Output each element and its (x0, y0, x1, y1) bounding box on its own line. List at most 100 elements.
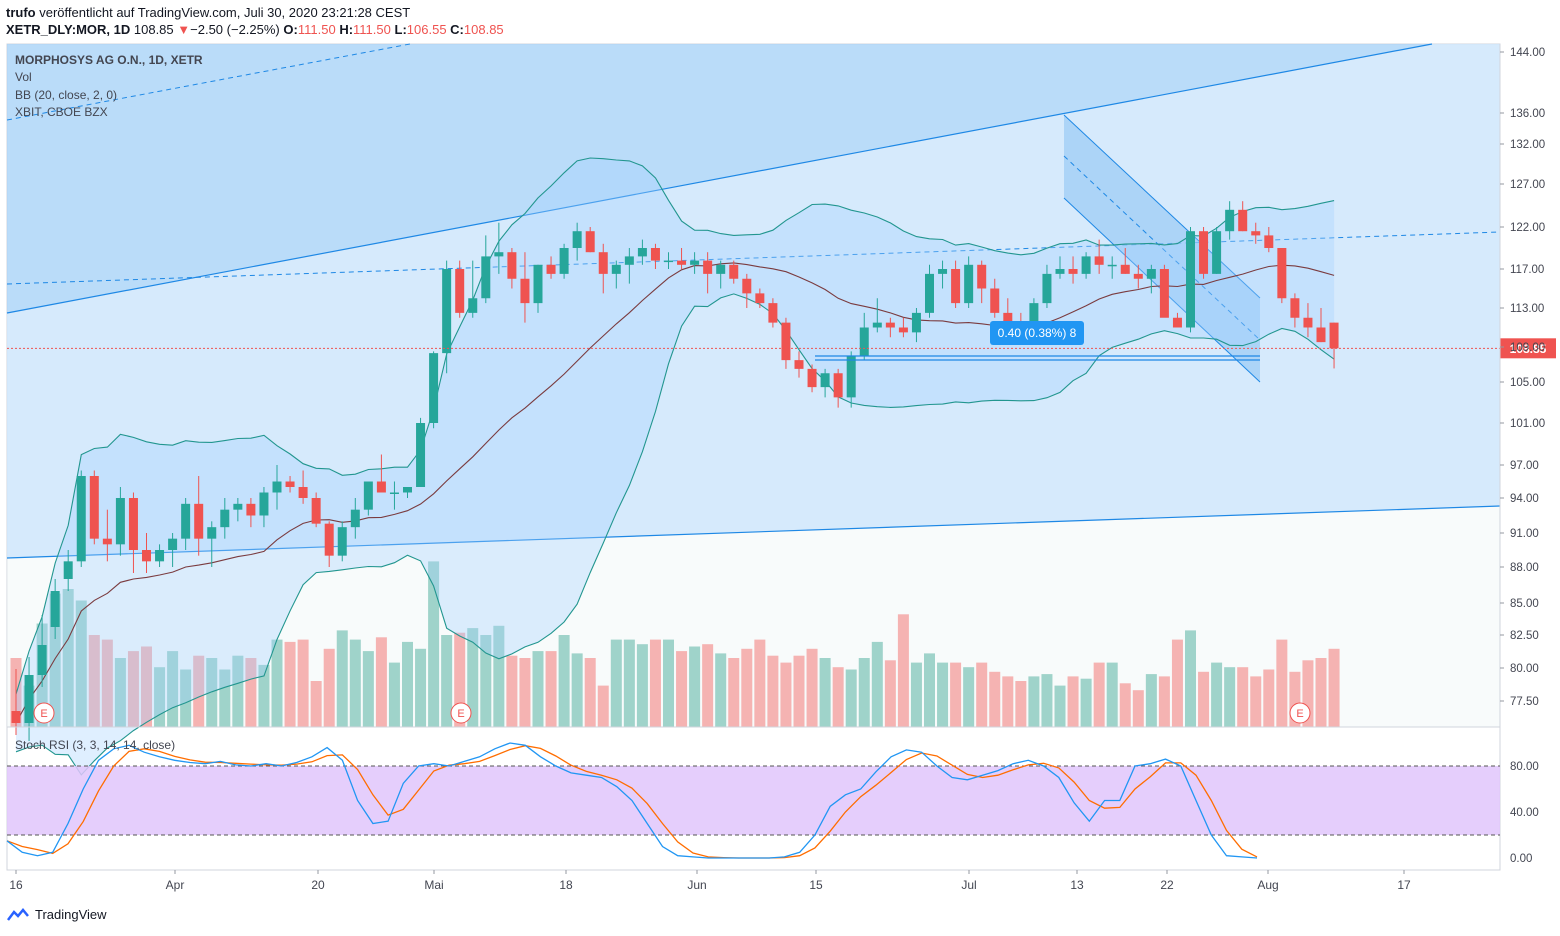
volume-bar (180, 669, 192, 727)
candle (690, 252, 700, 274)
candle-body (115, 498, 125, 545)
candle (350, 498, 360, 539)
stoch-tick-label: 0.00 (1510, 853, 1532, 865)
candle-body (990, 288, 1000, 313)
change-value: −2.50 (−2.25%) (190, 22, 280, 37)
candle (259, 487, 269, 528)
candle-body (350, 509, 360, 528)
candle-body (1172, 317, 1182, 328)
candle (729, 260, 739, 284)
candle (977, 260, 987, 304)
volume-bar (571, 653, 583, 727)
bollinger-lower (15, 293, 1335, 776)
volume-bar (206, 658, 218, 727)
candle (63, 550, 73, 591)
candle-body (376, 481, 386, 493)
volume-bar (1041, 674, 1053, 727)
candle-body (911, 312, 921, 333)
stoch-k-line (6, 742, 1258, 859)
open-value: 111.50 (297, 22, 336, 37)
price-tick-label: 88.00 (1510, 562, 1539, 574)
volume-bar (924, 653, 935, 727)
volume-bar (597, 685, 609, 727)
candle (1290, 293, 1300, 328)
candle (1107, 256, 1117, 279)
volume-bar (1054, 685, 1066, 727)
candle (1303, 303, 1313, 338)
price-tick-label: 113.00 (1510, 303, 1544, 315)
candle (233, 498, 243, 522)
candle (298, 470, 308, 504)
volume-bar (127, 651, 139, 727)
candle (964, 256, 974, 308)
stoch-band (7, 766, 1500, 835)
down-channel-fill (1064, 115, 1260, 382)
legend-volume[interactable]: Vol (15, 70, 32, 84)
candle-body (585, 231, 595, 253)
candle-body (507, 252, 517, 279)
bollinger-basis (15, 262, 1335, 724)
time-tick-label: 20 (311, 878, 325, 892)
candle (846, 351, 856, 408)
candle-body (181, 503, 191, 539)
candle-body (1120, 264, 1130, 274)
volume-bar (336, 630, 348, 727)
candle-body (1277, 248, 1287, 299)
symbol[interactable]: XETR_DLY:MOR, 1D (6, 22, 131, 37)
candle (833, 368, 843, 408)
close-label: C: (450, 22, 464, 37)
legend-bollinger[interactable]: BB (20, close, 2, 0) (15, 88, 118, 102)
price-tick-label: 127.00 (1510, 179, 1545, 191)
volume-bar (480, 635, 492, 727)
candle (781, 317, 791, 369)
volume-bar (793, 655, 805, 727)
candle-body (1068, 269, 1078, 274)
candle-body (768, 303, 778, 323)
volume-bar (1328, 648, 1340, 727)
volume-bar (1158, 676, 1170, 727)
volume-bar (1276, 639, 1288, 727)
candle (142, 533, 151, 573)
volume-bar (767, 655, 779, 727)
candle (859, 312, 869, 361)
candle-body (546, 264, 556, 274)
volume-bar (1106, 662, 1118, 727)
volume-bar (415, 648, 427, 727)
tradingview-brand[interactable]: TradingView (7, 907, 107, 922)
author[interactable]: trufo (6, 5, 36, 20)
candle (442, 260, 452, 374)
brand-label: TradingView (35, 907, 107, 922)
candle (872, 298, 882, 333)
candle (559, 243, 569, 279)
volume-bar (584, 658, 596, 727)
legend-compare[interactable]: XBIT, CBOE BZX (15, 105, 108, 119)
low-value: 106.55 (406, 22, 447, 37)
volume-bar (558, 635, 570, 727)
candle (168, 533, 178, 567)
candle-body (885, 322, 895, 328)
volume-bar (897, 614, 909, 727)
volume-bar (154, 667, 166, 727)
candle-body (233, 503, 243, 510)
candle-body (755, 293, 765, 304)
candle-body (1055, 269, 1065, 274)
legend-stoch-rsi[interactable]: Stoch RSI (3, 3, 14, 14, close) (15, 738, 176, 752)
candle-body (637, 248, 647, 257)
candle (76, 470, 86, 567)
candle-body (1133, 273, 1143, 279)
candle (324, 521, 334, 567)
volume-bar (1145, 674, 1157, 727)
candle (1159, 264, 1169, 318)
candle-body (650, 248, 660, 261)
price-tick-label: 144.00 (1510, 47, 1545, 59)
candle-body (1225, 209, 1235, 232)
earnings-marker-icon (1289, 702, 1311, 724)
legend-title[interactable]: MORPHOSYS AG O.N., 1D, XETR (15, 53, 203, 67)
volume-bar (258, 664, 270, 727)
volume-bar (388, 662, 400, 727)
volume-bar (545, 651, 557, 727)
bollinger-fill (16, 158, 1335, 775)
candle-body (429, 353, 439, 423)
time-tick-label: 22 (1160, 878, 1174, 892)
